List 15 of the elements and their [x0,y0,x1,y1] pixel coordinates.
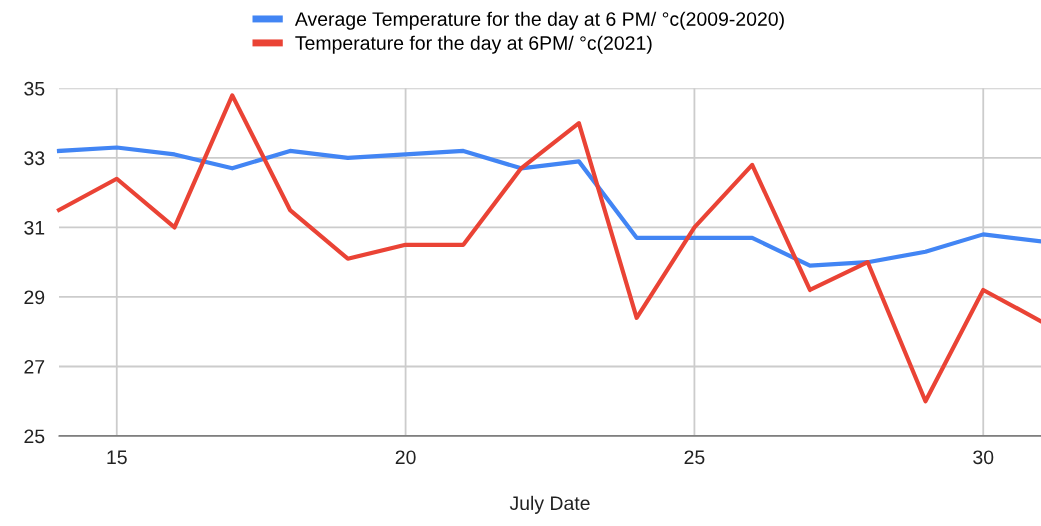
y-tick-label: 25 [24,429,45,444]
x-tick-label: 25 [684,450,705,465]
x-tick-label: 20 [395,450,416,465]
legend-label: Average Temperature for the day at 6 PM/ °c(2009-2020) [294,11,784,30]
legend-label: Temperature for the day at 6PM/ °c(2021) [295,35,652,54]
line-series [56,145,1041,268]
y-tick-label: 27 [24,359,45,374]
y-tick-label: 35 [24,81,45,96]
x-tick-label: 15 [107,450,127,465]
x-axis-title: July Date [509,495,590,514]
line-series [56,93,1041,404]
x-tick-label: 30 [973,450,994,465]
y-tick-label: 29 [24,290,45,305]
y-tick-label: 33 [24,151,45,166]
y-tick-label: 31 [24,220,45,235]
